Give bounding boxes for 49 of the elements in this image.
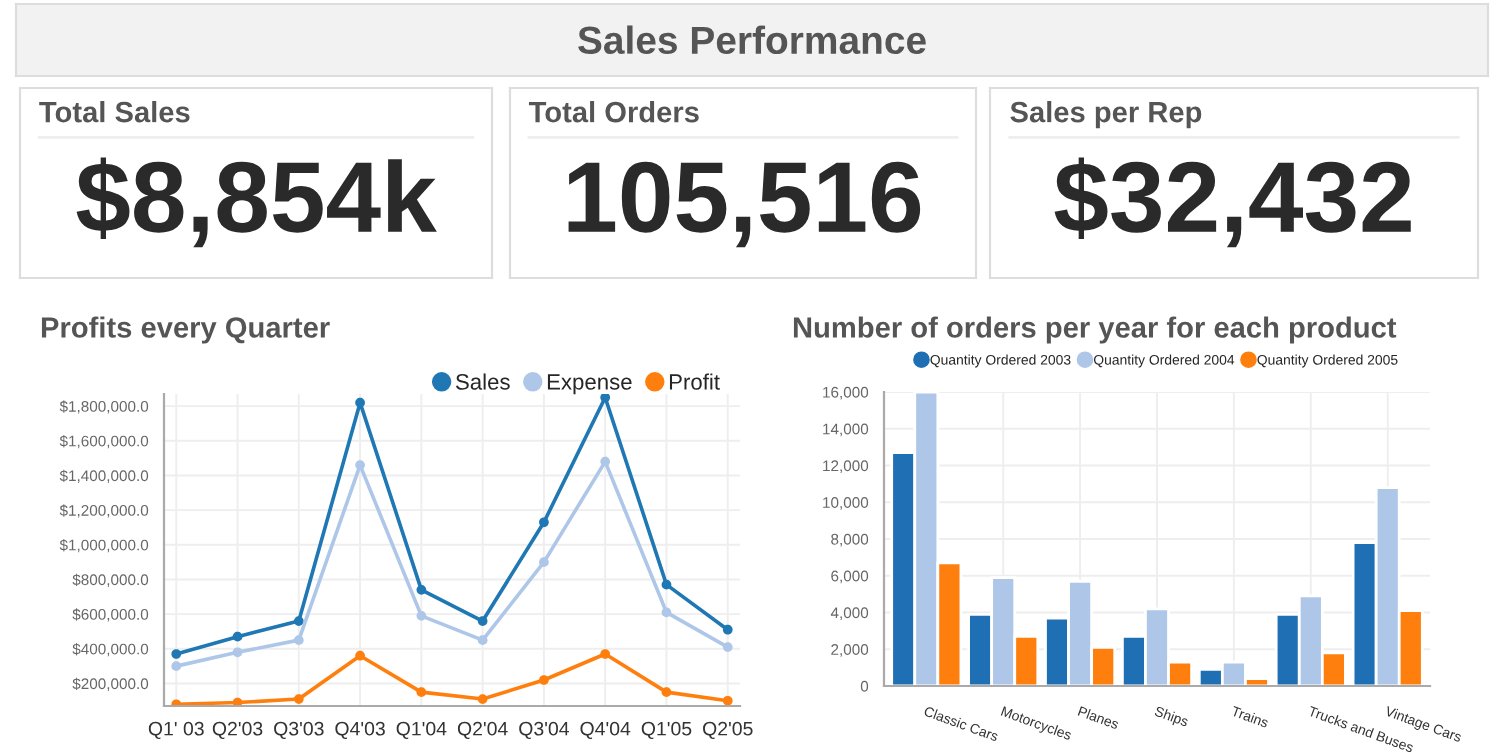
point <box>477 635 488 645</box>
legend-label: Sales <box>455 373 510 390</box>
point <box>416 585 427 595</box>
point <box>293 616 304 626</box>
point <box>171 649 182 659</box>
point <box>293 694 304 704</box>
point <box>355 397 365 408</box>
point <box>722 624 733 635</box>
x-tick-label: Q1'05 <box>641 721 692 740</box>
x-tick-label: Q4'04 <box>580 721 631 740</box>
text: $32,432 <box>1054 157 1411 248</box>
legend-label: Profit <box>669 373 720 390</box>
x-tick-label: Q1' 03 <box>148 721 204 740</box>
point <box>171 661 182 671</box>
text: Sales per Rep <box>1010 101 1202 129</box>
point <box>416 611 427 621</box>
x-tick-label: Q4'03 <box>335 721 385 740</box>
point <box>293 635 304 645</box>
x-tick-label: Q3'04 <box>519 721 569 740</box>
point <box>539 557 549 567</box>
text: Total Orders <box>528 101 699 123</box>
point <box>539 675 549 685</box>
chart-title: Profits every Quarter <box>41 316 330 344</box>
point <box>661 607 672 618</box>
x-tick-label: Q2'03 <box>212 721 263 740</box>
text: 105,516 <box>568 161 921 248</box>
point <box>661 579 672 590</box>
x-tick-label: Q1'04 <box>396 721 447 740</box>
point <box>661 687 672 697</box>
point <box>416 687 427 697</box>
x-tick-label: Q2'05 <box>703 721 753 740</box>
point <box>232 647 243 658</box>
legend-label: Expense <box>547 374 632 395</box>
x-tick-label: Q3'03 <box>274 721 324 740</box>
text: Total Sales <box>39 101 190 123</box>
point <box>355 460 365 470</box>
text: $8,854k <box>76 157 437 248</box>
text: Sales Performance <box>578 25 926 55</box>
point <box>600 649 611 659</box>
point <box>355 650 365 661</box>
chart-title: Number of orders per year for each product <box>793 316 1397 344</box>
point <box>722 695 733 706</box>
point <box>477 694 488 704</box>
x-tick-label: Q2'04 <box>457 721 508 740</box>
point <box>539 517 549 528</box>
point <box>232 631 243 642</box>
point <box>600 456 611 467</box>
point <box>477 616 488 626</box>
point <box>722 642 733 652</box>
